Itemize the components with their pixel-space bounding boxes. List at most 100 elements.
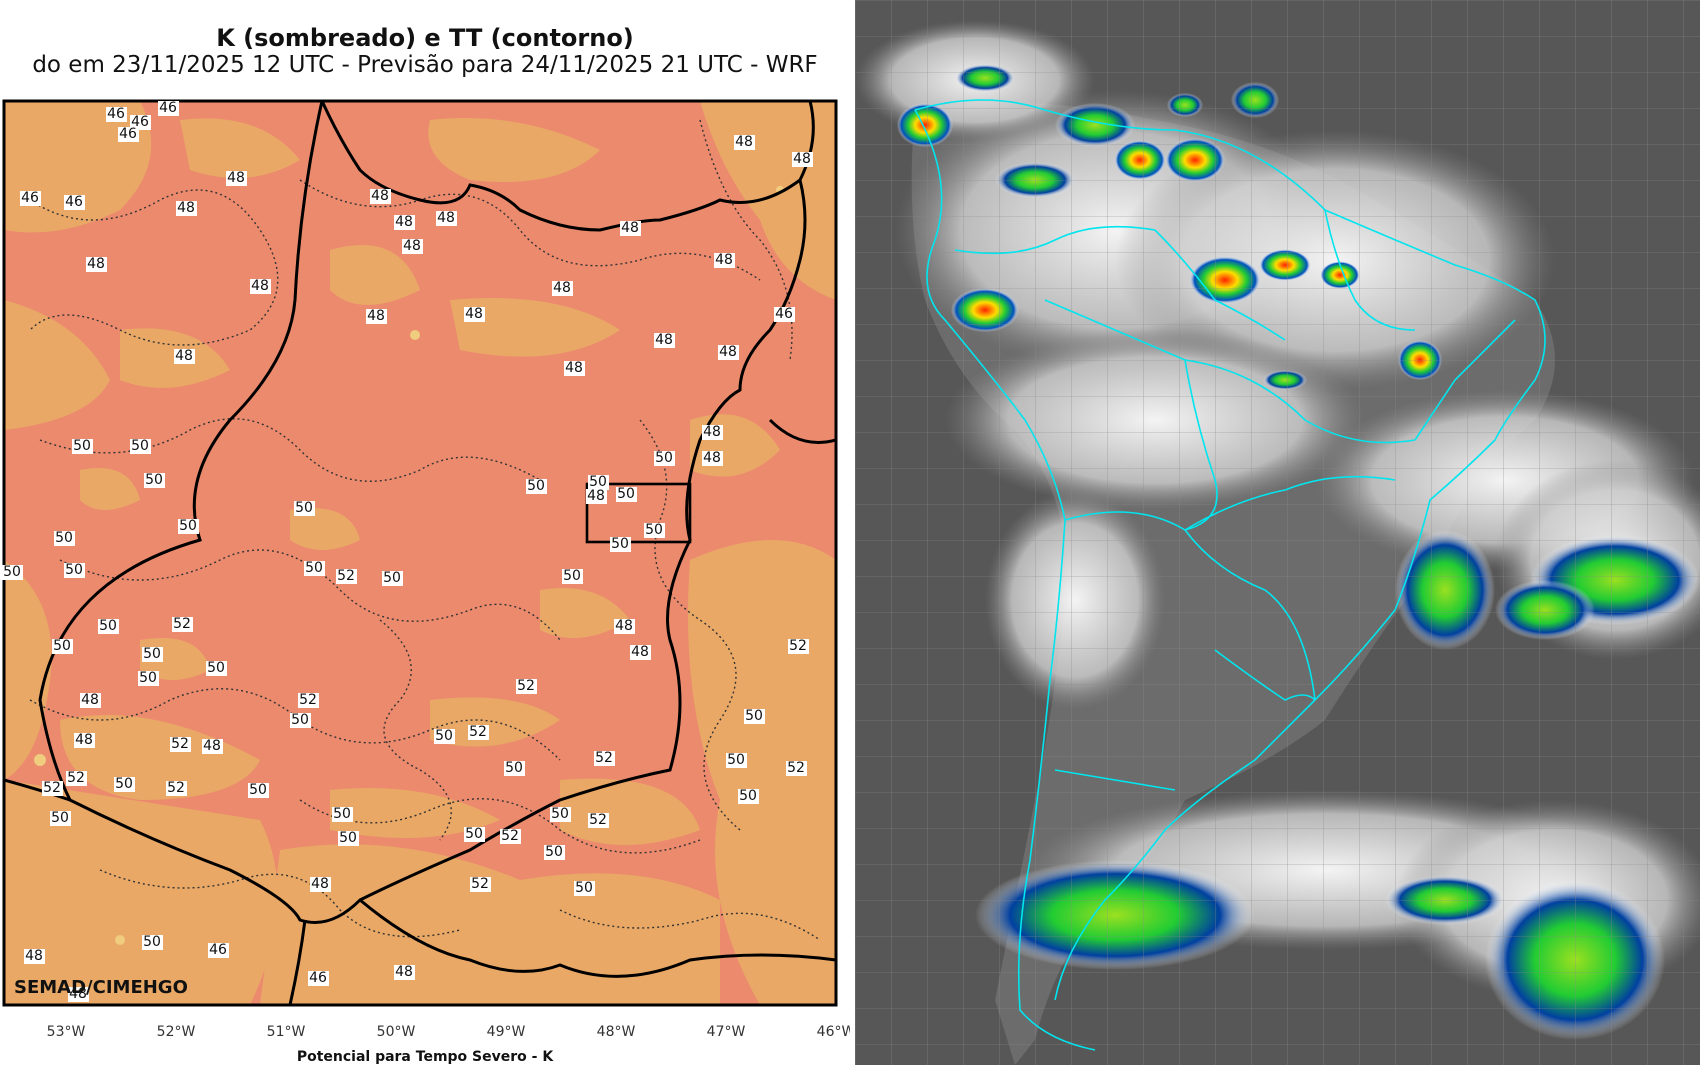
svg-text:48: 48 (715, 252, 733, 268)
svg-text:50: 50 (179, 518, 197, 534)
svg-text:50: 50 (143, 646, 161, 662)
contour-label: 50 (654, 450, 675, 466)
contour-label: 46 (774, 306, 795, 322)
contour-label: 50 (72, 438, 93, 454)
x-tick-label: 49°W (486, 1024, 526, 1040)
svg-text:50: 50 (53, 638, 71, 654)
svg-text:50: 50 (589, 474, 607, 490)
svg-text:48: 48 (177, 200, 195, 216)
contour-label: 52 (298, 692, 319, 708)
svg-text:50: 50 (527, 478, 545, 494)
svg-text:48: 48 (395, 964, 413, 980)
svg-text:48: 48 (25, 948, 43, 964)
svg-text:48: 48 (621, 220, 639, 236)
svg-text:50: 50 (55, 530, 73, 546)
x-tick-label: 52°W (156, 1024, 196, 1040)
x-tick-label: 51°W (266, 1024, 306, 1040)
wrf-k-index-panel: K (sombreado) e TT (contorno) do em 23/1… (2, 24, 850, 1065)
contour-label: 52 (66, 770, 87, 786)
svg-text:52: 52 (787, 760, 805, 776)
contour-label: 46 (118, 126, 139, 142)
contour-label: 48 (436, 210, 457, 226)
contour-label: 50 (64, 562, 85, 578)
contour-label: 52 (468, 724, 489, 740)
contour-label: 48 (620, 220, 641, 236)
svg-text:46: 46 (159, 100, 177, 116)
contour-label: 48 (586, 488, 607, 504)
contour-label: 48 (86, 256, 107, 272)
x-tick-label: 50°W (376, 1024, 416, 1040)
contour-label: 52 (470, 876, 491, 892)
svg-text:48: 48 (395, 214, 413, 230)
svg-text:50: 50 (333, 806, 351, 822)
contour-label: 48 (24, 948, 45, 964)
svg-text:50: 50 (617, 486, 635, 502)
svg-text:52: 52 (337, 568, 355, 584)
svg-text:50: 50 (611, 536, 629, 552)
contour-label: 48 (402, 238, 423, 254)
contour-label: 50 (434, 728, 455, 744)
svg-text:48: 48 (175, 348, 193, 364)
svg-text:50: 50 (655, 450, 673, 466)
svg-text:52: 52 (167, 780, 185, 796)
contour-label: 46 (20, 190, 41, 206)
contour-label: 48 (564, 360, 585, 376)
svg-text:52: 52 (67, 770, 85, 786)
svg-text:52: 52 (171, 736, 189, 752)
x-tick-label: 46°W (816, 1024, 850, 1040)
contour-label: 48 (614, 618, 635, 634)
map-title: K (sombreado) e TT (contorno) (216, 24, 634, 52)
satellite-image (855, 0, 1700, 1065)
country-borders (914, 99, 1546, 1051)
contour-label: 48 (68, 986, 89, 1002)
svg-text:50: 50 (745, 708, 763, 724)
svg-text:52: 52 (471, 876, 489, 892)
k-shade-mid (4, 101, 836, 1005)
lat-lon-grid (855, 0, 1700, 1065)
contour-label: 48 (202, 738, 223, 754)
contour-label: 50 (304, 560, 325, 576)
contour-label: 50 (144, 472, 165, 488)
watermark: SEMAD/CIMEHGO (14, 977, 188, 998)
contour-label: 46 (158, 100, 179, 116)
contour-label: 48 (792, 151, 813, 167)
svg-text:48: 48 (553, 280, 571, 296)
contour-labels: 46 46 46 46 46 46 48 48 48 48 48 48 48 48 48 48 48 48 48 48… (2, 100, 813, 1002)
contour-label: 52 (594, 750, 615, 766)
contour-label: 50 (130, 438, 151, 454)
svg-text:48: 48 (403, 238, 421, 254)
contour-label: 50 (294, 500, 315, 516)
contour-label: 50 (610, 536, 631, 552)
svg-text:50: 50 (339, 830, 357, 846)
svg-text:48: 48 (565, 360, 583, 376)
contour-label: 50 (2, 564, 23, 580)
contour-label: 46 (106, 106, 127, 122)
svg-text:48: 48 (631, 644, 649, 660)
x-axis-title: Potencial para Tempo Severo - K (296, 1049, 554, 1065)
contour-label: 52 (170, 736, 191, 752)
contour-label: 50 (738, 788, 759, 804)
svg-text:48: 48 (81, 692, 99, 708)
contour-label: 50 (52, 638, 73, 654)
svg-text:50: 50 (465, 826, 483, 842)
contour-label: 50 (464, 826, 485, 842)
contour-label: 52 (42, 780, 63, 796)
satellite-ir-panel (855, 0, 1700, 1065)
svg-text:52: 52 (299, 692, 317, 708)
contour-label: 48 (464, 306, 485, 322)
contour-label: 50 (526, 478, 547, 494)
contour-label: 46 (64, 194, 85, 210)
svg-text:50: 50 (575, 880, 593, 896)
svg-text:50: 50 (99, 618, 117, 634)
contour-label: 48 (734, 134, 755, 150)
map-frame (2, 99, 838, 1007)
contour-label: 50 (98, 618, 119, 634)
state-borders (4, 101, 836, 1005)
svg-text:46: 46 (21, 190, 39, 206)
contour-label: 52 (336, 568, 357, 584)
contour-label: 50 (114, 776, 135, 792)
svg-text:50: 50 (249, 782, 267, 798)
svg-text:48: 48 (203, 738, 221, 754)
svg-text:52: 52 (173, 616, 191, 632)
contour-label: 48 (176, 200, 197, 216)
